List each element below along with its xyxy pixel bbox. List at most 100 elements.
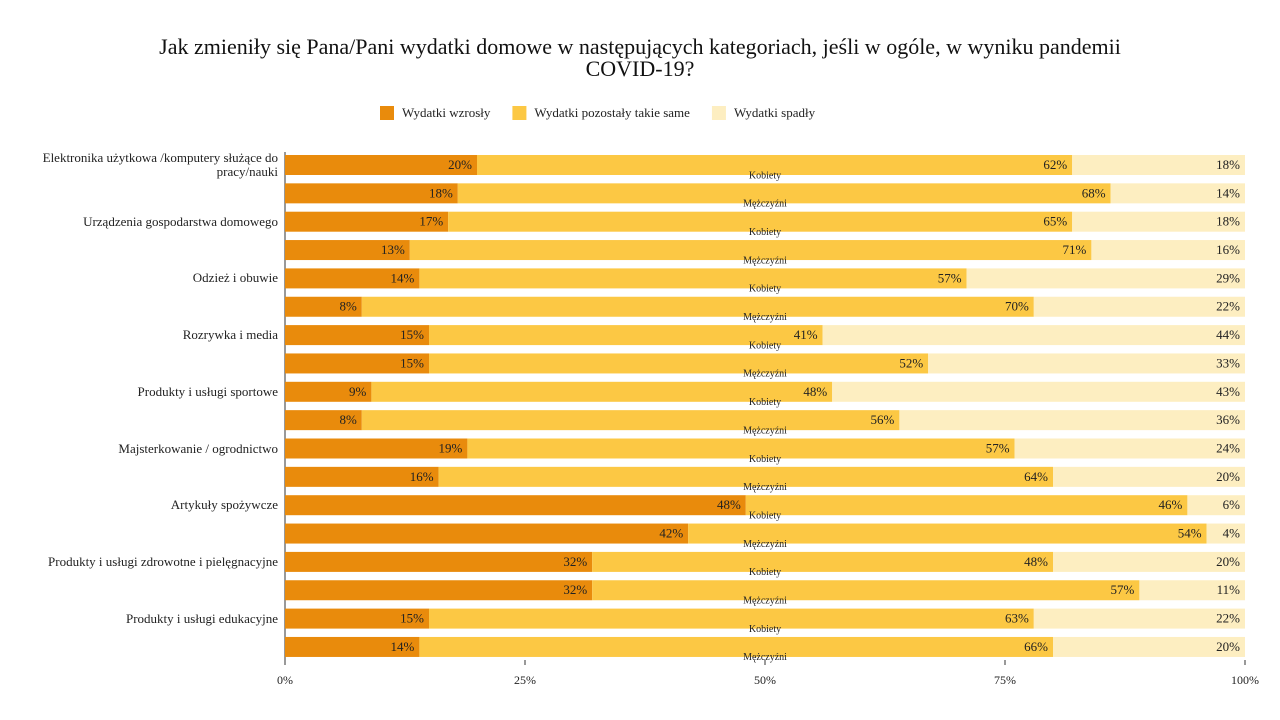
bar-segment xyxy=(429,608,1034,629)
bar-segment xyxy=(1139,580,1245,601)
value-label: 6% xyxy=(1223,497,1241,512)
bar-segment xyxy=(419,268,967,289)
bar-segment xyxy=(1072,155,1245,175)
value-label: 8% xyxy=(339,299,357,314)
category-label: Rozrywka i media xyxy=(182,327,278,343)
value-label: 44% xyxy=(1216,327,1240,342)
bar-segment xyxy=(361,296,1034,317)
value-label: 32% xyxy=(563,554,587,569)
value-label: 14% xyxy=(391,639,415,654)
bar-segment xyxy=(285,296,362,317)
value-label: 32% xyxy=(563,582,587,597)
value-label: 29% xyxy=(1216,270,1240,285)
value-label: 48% xyxy=(717,497,741,512)
value-label: 42% xyxy=(659,526,683,541)
value-label: 57% xyxy=(938,270,962,285)
value-label: 66% xyxy=(1024,639,1048,654)
bar-segment xyxy=(371,381,833,402)
bar-segment xyxy=(285,608,429,629)
value-label: 43% xyxy=(1216,384,1240,399)
bar-segment xyxy=(448,211,1073,232)
bar-segment xyxy=(1033,608,1245,629)
value-label: 63% xyxy=(1005,611,1029,626)
bar-segment xyxy=(1014,438,1245,459)
value-label: 48% xyxy=(803,384,827,399)
value-label: 56% xyxy=(871,412,895,427)
value-label: 4% xyxy=(1223,526,1241,541)
bar-segment xyxy=(285,353,429,374)
group-label: Kobiety xyxy=(749,624,781,635)
group-label: Kobiety xyxy=(749,397,781,408)
bar-segment xyxy=(409,240,1092,261)
bar-segment xyxy=(285,211,449,232)
value-label: 9% xyxy=(349,384,367,399)
bar-segment xyxy=(285,410,362,431)
value-label: 64% xyxy=(1024,469,1048,484)
value-label: 41% xyxy=(794,327,818,342)
value-label: 22% xyxy=(1216,611,1240,626)
bar-segment xyxy=(285,495,746,516)
bar-segment xyxy=(688,523,1207,544)
bar-segment xyxy=(1110,183,1245,204)
legend-swatch xyxy=(711,106,726,120)
value-label: 52% xyxy=(899,355,923,370)
group-label: Kobiety xyxy=(749,284,781,295)
value-label: 54% xyxy=(1178,526,1202,541)
bar-segment xyxy=(285,523,689,544)
value-label: 57% xyxy=(986,440,1010,455)
value-label: 13% xyxy=(381,242,405,257)
bar-segment xyxy=(429,353,929,374)
value-label: 17% xyxy=(419,214,443,229)
value-label: 70% xyxy=(1005,299,1029,314)
group-label: Mężczyźni xyxy=(743,482,787,493)
bar-segment xyxy=(285,580,593,601)
category-label: Urządzenia gospodarstwa domowego xyxy=(83,213,278,229)
group-label: Kobiety xyxy=(749,340,781,351)
bar-segment xyxy=(419,636,1053,657)
category-label: Produkty i usługi edukacyjne xyxy=(125,610,278,626)
bar-segment xyxy=(361,410,900,431)
group-label: Mężczyźni xyxy=(743,425,787,436)
x-tick-label: 50% xyxy=(754,673,776,687)
value-label: 16% xyxy=(1216,242,1240,257)
bar-segment xyxy=(1053,636,1245,657)
bar-segment xyxy=(832,381,1245,402)
group-label: Kobiety xyxy=(749,454,781,465)
bar-segment xyxy=(285,551,593,572)
bar-segment xyxy=(285,183,458,204)
value-label: 15% xyxy=(400,327,424,342)
bar-segment xyxy=(285,268,420,289)
bar-segment xyxy=(1053,466,1245,487)
x-tick-label: 0% xyxy=(277,673,293,687)
value-label: 68% xyxy=(1082,185,1106,200)
legend-label: Wydatki spadły xyxy=(734,105,816,120)
value-label: 46% xyxy=(1159,497,1183,512)
bar-segment xyxy=(1187,495,1245,516)
x-tick-label: 25% xyxy=(514,673,536,687)
value-label: 20% xyxy=(1216,639,1240,654)
legend-swatch xyxy=(380,106,394,120)
group-label: Mężczyźni xyxy=(743,312,787,323)
bar-segment xyxy=(745,495,1188,516)
bar-segment xyxy=(467,438,1015,459)
value-label: 19% xyxy=(439,440,463,455)
group-label: Mężczyźni xyxy=(743,199,787,210)
bar-segment xyxy=(928,353,1245,374)
bar-segment xyxy=(457,183,1111,204)
bar-segment xyxy=(285,636,420,657)
bar-segment xyxy=(285,438,468,459)
bar-segment xyxy=(966,268,1245,289)
value-label: 8% xyxy=(339,412,357,427)
x-tick-label: 100% xyxy=(1231,673,1259,687)
x-tick-label: 75% xyxy=(994,673,1016,687)
bar-segment xyxy=(438,466,1054,487)
value-label: 18% xyxy=(1216,157,1240,172)
bar-segment xyxy=(1091,240,1245,261)
value-label: 16% xyxy=(410,469,434,484)
value-label: 20% xyxy=(1216,469,1240,484)
bar-segment xyxy=(899,410,1245,431)
value-label: 14% xyxy=(1216,185,1240,200)
bar-segment xyxy=(822,325,1245,346)
category-label: Elektronika użytkowa /komputery służące … xyxy=(42,150,278,179)
